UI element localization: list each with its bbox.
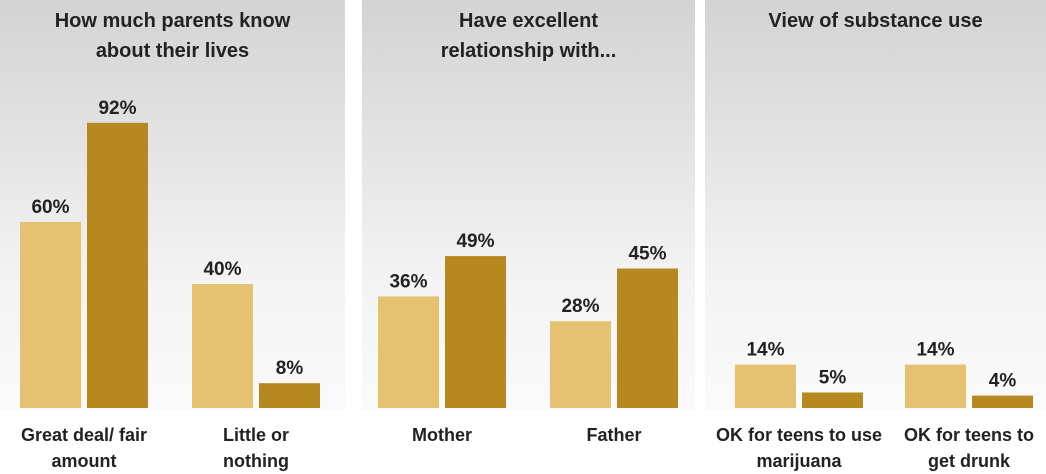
panel-title: How much parents know about their lives <box>54 10 291 62</box>
bar <box>617 268 678 408</box>
data-label: 14% <box>746 340 784 361</box>
data-label: 60% <box>31 197 69 218</box>
category-label: Little or nothing <box>223 425 289 471</box>
category-label: Mother <box>412 425 472 445</box>
bar <box>735 364 796 408</box>
bar <box>445 256 506 408</box>
bar <box>378 296 439 408</box>
data-label: 14% <box>916 340 954 361</box>
data-label: 92% <box>98 98 136 119</box>
data-label: 4% <box>989 371 1017 392</box>
bar <box>192 284 253 408</box>
bar <box>972 395 1033 408</box>
bar <box>802 392 863 408</box>
category-label: Great deal/ fair amount <box>20 425 148 471</box>
category-label: OK for teens to get drunk <box>903 425 1034 471</box>
category-label: OK for teens to use marijuana <box>715 425 883 471</box>
data-label: 36% <box>389 271 427 292</box>
data-label: 5% <box>819 368 847 389</box>
bar <box>20 222 81 408</box>
data-label: 40% <box>203 259 241 280</box>
panel-title: Have excellent relationship with... <box>440 10 617 62</box>
panel-background <box>705 0 1046 410</box>
data-label: 8% <box>276 358 304 379</box>
panel-title: View of substance use <box>768 10 983 32</box>
category-label: Father <box>586 425 642 445</box>
data-label: 45% <box>628 244 666 265</box>
bar <box>550 321 611 408</box>
data-label: 49% <box>456 231 494 252</box>
bar <box>87 122 148 409</box>
data-label: 28% <box>561 296 599 317</box>
bar <box>905 364 966 408</box>
bar <box>259 383 320 408</box>
